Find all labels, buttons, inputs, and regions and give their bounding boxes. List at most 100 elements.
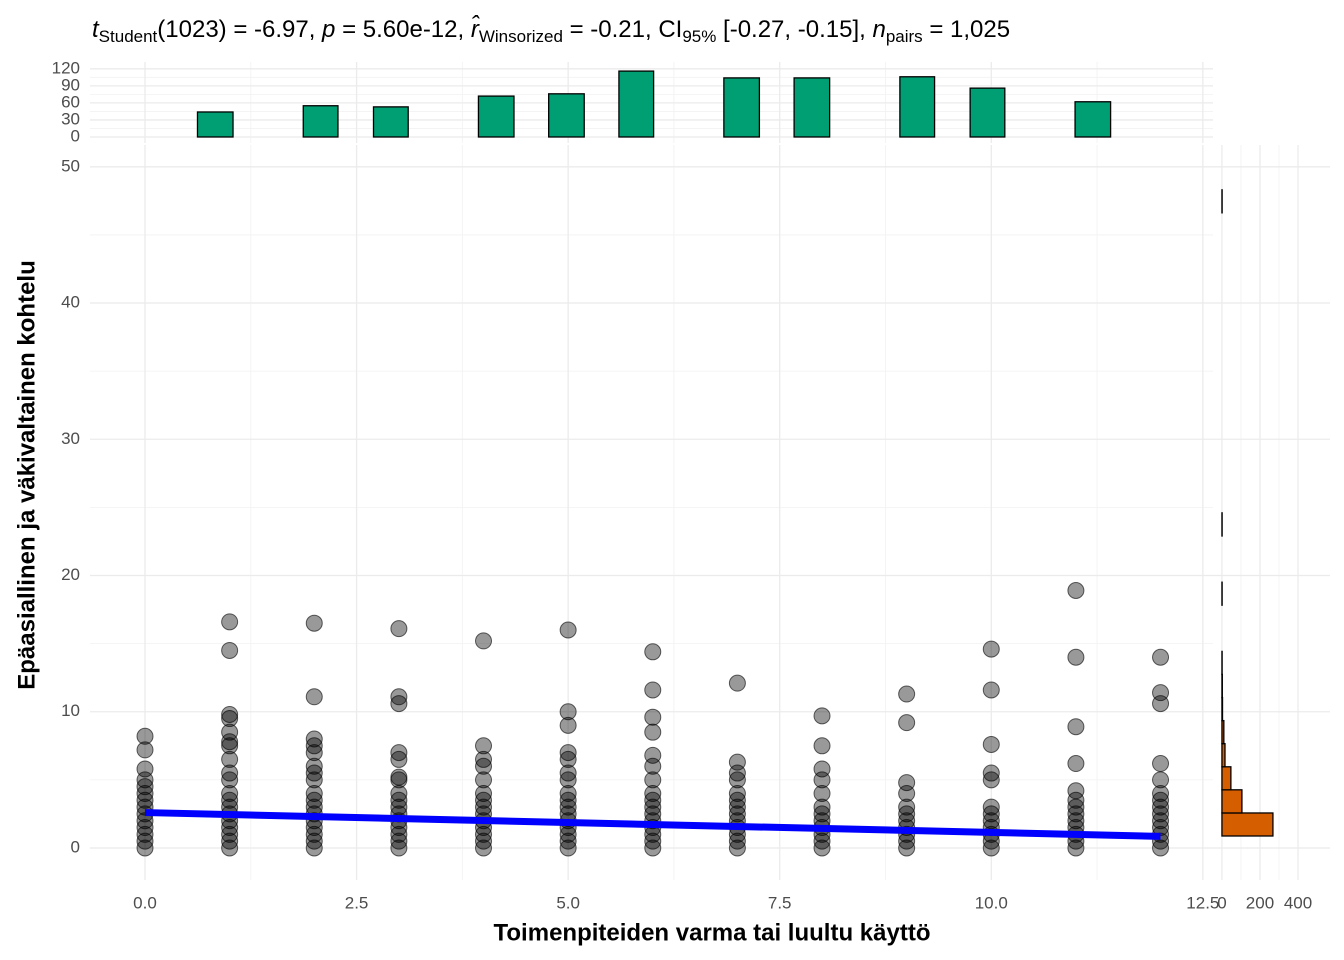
point [305, 730, 323, 748]
point [221, 737, 239, 755]
point [728, 674, 746, 692]
histogram-bar [1221, 766, 1232, 791]
title-part: r̂ [471, 15, 480, 43]
point [813, 707, 831, 725]
point [475, 632, 493, 650]
y-tick-label: 30 [61, 429, 80, 448]
title-part: t [92, 16, 100, 43]
point [390, 620, 408, 638]
point [1152, 805, 1170, 823]
point [644, 708, 662, 726]
point [728, 753, 746, 771]
point [644, 771, 662, 789]
point [728, 798, 746, 816]
point [644, 839, 662, 857]
point [221, 825, 239, 843]
point [1152, 839, 1170, 857]
point [898, 774, 916, 792]
point [644, 681, 662, 699]
point [390, 832, 408, 850]
point [221, 750, 239, 768]
point [728, 805, 746, 823]
point [728, 832, 746, 850]
y-tick-label: 0 [71, 837, 80, 856]
point [1067, 581, 1085, 599]
point [898, 839, 916, 857]
point [1152, 784, 1170, 802]
x-tick-label: 12.5 [1186, 893, 1219, 912]
point [136, 791, 154, 809]
point [559, 771, 577, 789]
histogram-bar [1221, 742, 1226, 768]
point [559, 784, 577, 802]
x-tick-label: 0 [1217, 893, 1226, 912]
point [813, 737, 831, 755]
point [390, 750, 408, 768]
point [559, 798, 577, 816]
point [559, 716, 577, 734]
point [982, 771, 1000, 789]
point [305, 791, 323, 809]
point [1152, 791, 1170, 809]
point [221, 733, 239, 751]
point [390, 695, 408, 713]
title-part: = -0.21, CI [563, 16, 682, 43]
point [982, 805, 1000, 823]
point [559, 744, 577, 762]
point [644, 832, 662, 850]
point [1152, 771, 1170, 789]
histogram-bar [969, 87, 1006, 138]
title-part: = 1,025 [923, 16, 1010, 43]
point [390, 744, 408, 762]
point [221, 710, 239, 728]
point [305, 757, 323, 775]
point [982, 681, 1000, 699]
histogram-bar [1221, 789, 1243, 814]
histogram-bar [1221, 812, 1274, 837]
point [221, 771, 239, 789]
point [1152, 684, 1170, 702]
y-tick-label: 20 [61, 565, 80, 584]
point [221, 791, 239, 809]
point [644, 798, 662, 816]
point [305, 614, 323, 632]
point [221, 819, 239, 837]
point [559, 791, 577, 809]
point [475, 825, 493, 843]
title-part: p [321, 16, 335, 43]
point [305, 764, 323, 782]
point [728, 771, 746, 789]
point [1067, 648, 1085, 666]
y-axis-title: Epäasiallinen ja väkivaltainen kohtelu [13, 260, 40, 690]
point [559, 621, 577, 639]
point [136, 819, 154, 837]
point [305, 688, 323, 706]
point [475, 791, 493, 809]
histogram-bar [618, 70, 655, 138]
point [644, 643, 662, 661]
histogram-bar [372, 106, 409, 138]
point [136, 839, 154, 857]
point [982, 798, 1000, 816]
title-part: (1023) = -6.97, [157, 16, 322, 43]
point [136, 727, 154, 745]
point [305, 832, 323, 850]
point [1152, 755, 1170, 773]
title-part: pairs [886, 27, 923, 46]
title-part: Winsorized [479, 27, 563, 46]
x-tick-label: 10.0 [975, 893, 1008, 912]
point [982, 764, 1000, 782]
title-part: [-0.27, -0.15], [716, 16, 872, 43]
point [898, 685, 916, 703]
point [644, 746, 662, 764]
point [644, 791, 662, 809]
point [559, 832, 577, 850]
point [559, 839, 577, 857]
chart-title: tStudent(1023) = -6.97, p = 5.60e-12, r̂… [92, 15, 1010, 47]
title-part: 95% [682, 27, 716, 46]
histogram-bar [1074, 101, 1112, 138]
point [728, 784, 746, 802]
point [390, 839, 408, 857]
point [221, 641, 239, 659]
point [221, 784, 239, 802]
